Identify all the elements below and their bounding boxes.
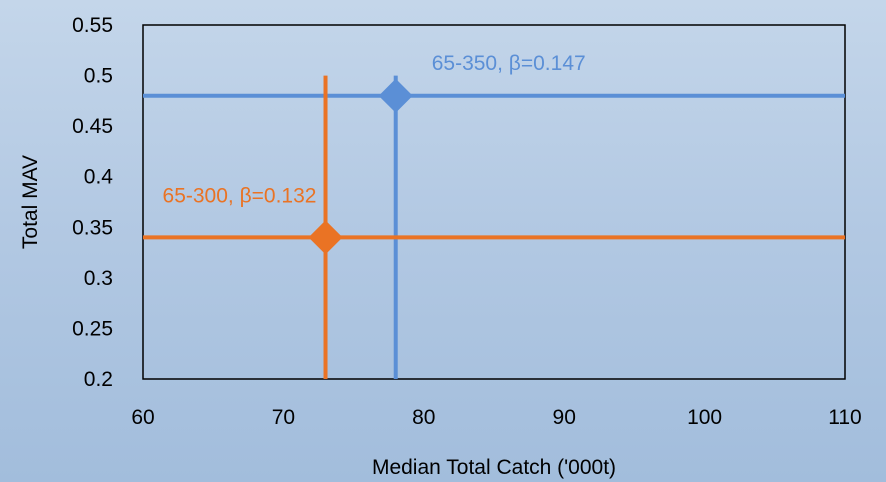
x-tick-label: 60 (131, 406, 154, 429)
y-tick-label: 0.25 (72, 317, 113, 340)
x-tick-labels: 60 70 80 90 100 110 (131, 406, 861, 429)
x-tick-label: 70 (272, 406, 295, 429)
series-1-point (378, 78, 413, 113)
series-1: 65-350, β=0.147 (143, 52, 845, 379)
y-tick-label: 0.5 (84, 65, 113, 88)
x-axis-title: Median Total Catch ('000t) (372, 456, 616, 479)
x-tick-label: 100 (687, 406, 722, 429)
x-tick-label: 110 (828, 406, 861, 429)
y-tick-label: 0.4 (84, 166, 114, 189)
series-2-label: 65-300, β=0.132 (163, 184, 317, 207)
plot-area (142, 24, 846, 380)
y-tick-label: 0.2 (84, 368, 113, 391)
y-tick-labels: 0.2 0.25 0.3 0.35 0.4 0.45 0.5 0.55 (72, 14, 113, 391)
series-2: 65-300, β=0.132 (143, 75, 845, 379)
y-tick-label: 0.3 (84, 267, 113, 290)
y-tick-label: 0.55 (72, 14, 113, 37)
series-layer: 65-350, β=0.147 65-300, β=0.132 (143, 52, 845, 379)
y-axis-title: Total MAV (19, 155, 42, 249)
x-tick-label: 90 (553, 406, 576, 429)
y-tick-label: 0.35 (72, 216, 113, 239)
x-tick-label: 80 (412, 406, 435, 429)
series-1-label: 65-350, β=0.147 (432, 52, 586, 75)
series-2-point (308, 220, 343, 255)
y-tick-label: 0.45 (72, 115, 113, 138)
